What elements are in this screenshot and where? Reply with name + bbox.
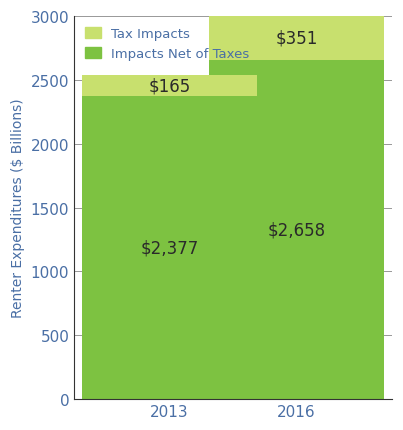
Bar [82, 75, 257, 96]
Text: $351: $351 [275, 29, 318, 47]
Text: $2,658: $2,658 [268, 221, 326, 239]
Text: $165: $165 [148, 77, 191, 95]
Text: $2,377: $2,377 [140, 239, 199, 257]
Bar [82, 96, 257, 399]
Legend: Tax Impacts, Impacts Net of Taxes: Tax Impacts, Impacts Net of Taxes [81, 24, 253, 65]
Bar [209, 61, 384, 399]
Y-axis label: Renter Expenditures ($ Billions): Renter Expenditures ($ Billions) [11, 98, 25, 318]
Bar [209, 16, 384, 61]
